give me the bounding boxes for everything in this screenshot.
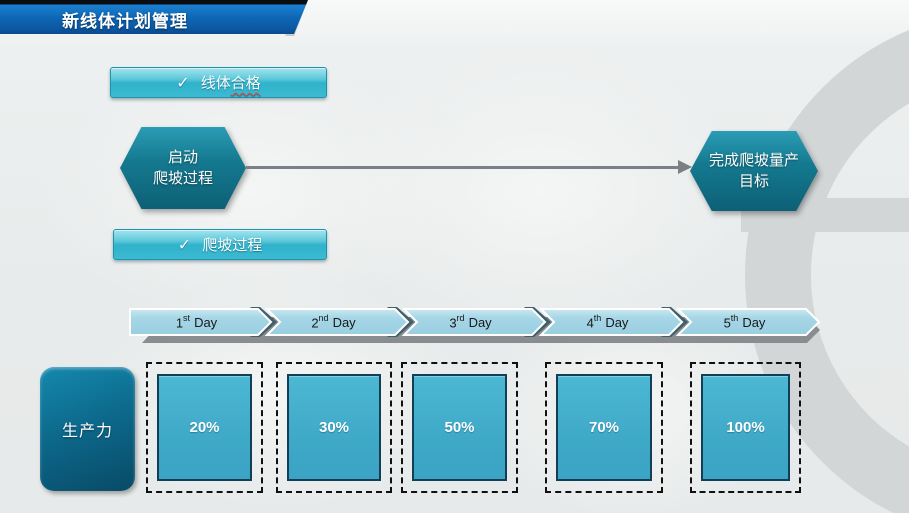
productivity-label: 生产力 [61,423,113,440]
productivity-day4-value-box: 70% [556,374,652,481]
map-watermark-blob [330,40,750,340]
productivity-day4-value: 70% [588,419,620,436]
start-hexagon-line1: 启动 [167,149,198,166]
flow-arrow-head-icon [678,160,692,174]
day-timeline: 1st Day 2nd Day 3rd Day 4th Day 5th Day [126,306,838,346]
checkpoint-label: 爬坡过程 [202,237,263,254]
day-label-5: 5th Day [723,313,766,331]
productivity-label-box: 生产力 [40,367,135,491]
header-ribbon: 新线体计划管理 [0,0,308,34]
day-label-1: 1st Day [175,313,218,331]
checkmark-icon: ✓ [176,74,190,92]
productivity-day1-value: 20% [189,419,220,436]
productivity-day5-dashed-box: 100% [690,362,801,493]
day-label-2: 2nd Day [311,313,356,331]
checkpoint-ramp-process: ✓ 爬坡过程 [113,229,327,260]
end-hexagon: 完成爬坡量产 目标 [690,131,818,211]
productivity-day1-dashed-box: 20% [146,362,263,493]
productivity-day4-dashed-box: 70% [545,362,663,493]
end-hexagon-shape: 完成爬坡量产 目标 [690,131,818,211]
start-hexagon-line2: 爬坡过程 [152,170,213,187]
checkpoint-label: 线体合格 [200,75,261,92]
page-title: 新线体计划管理 [62,12,188,31]
productivity-day5-value-box: 100% [701,374,790,481]
checkpoint-line-qualified: ✓ 线体合格 [110,67,327,98]
productivity-day2-dashed-box: 30% [276,362,392,493]
productivity-day1-value-box: 20% [157,374,252,481]
productivity-day3-value-box: 50% [412,374,507,481]
productivity-day2-value-box: 30% [287,374,381,481]
start-hexagon: 启动 爬坡过程 [120,127,246,209]
day-label-4: 4th Day [586,313,629,331]
day-label-3: 3rd Day [449,313,492,331]
end-hexagon-line1: 完成爬坡量产 [708,152,799,169]
productivity-day3-dashed-box: 50% [401,362,518,493]
productivity-day5-value: 100% [726,419,765,436]
end-hexagon-line2: 目标 [738,173,769,190]
flow-arrow-line [246,166,680,169]
productivity-day2-value: 30% [318,419,350,436]
checkmark-icon: ✓ [177,236,192,254]
start-hexagon-shape: 启动 爬坡过程 [120,127,246,209]
day-timeline-ribbon [129,307,821,343]
productivity-day3-value: 50% [444,419,475,436]
